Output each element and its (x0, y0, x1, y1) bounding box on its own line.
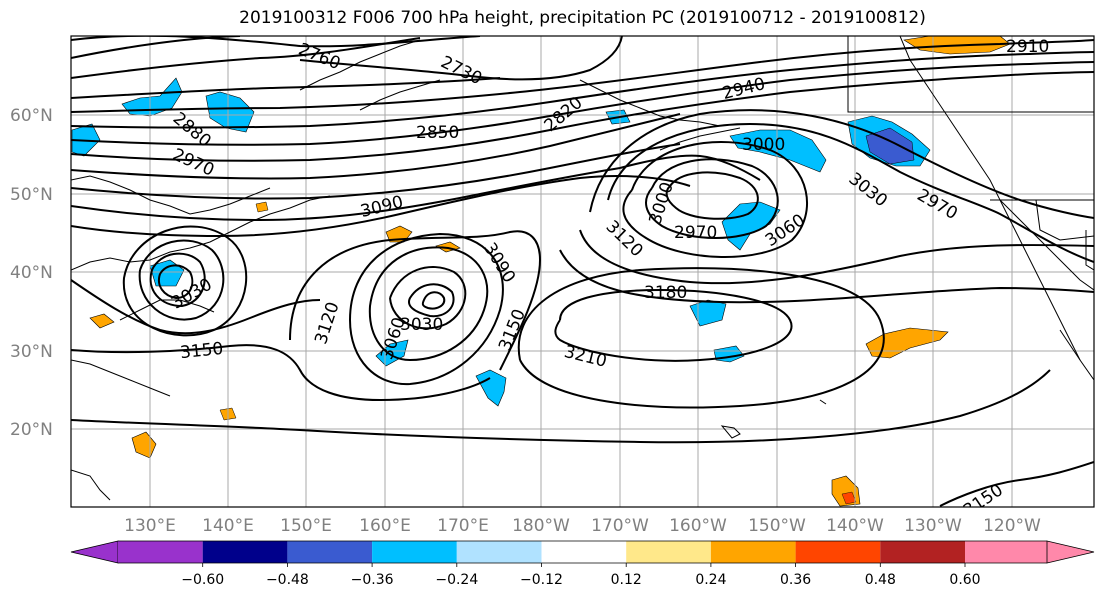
coastlines (71, 36, 1094, 501)
contour-label: 3030 (400, 315, 443, 335)
contour-label: 3180 (644, 283, 687, 303)
colorbar-segment (965, 541, 1047, 563)
colorbar-tick-label: −0.60 (181, 572, 224, 588)
map-title: 2019100312 F006 700 hPa height, precipit… (239, 8, 926, 28)
colorbar-tick-label: 0.36 (780, 572, 811, 588)
colorbar-segment (70, 540, 119, 564)
precip-shading (71, 36, 1011, 507)
contour-label: 2850 (416, 123, 459, 143)
lon-label: 140°E (202, 516, 254, 536)
lon-label: 160°W (669, 516, 727, 536)
colorbar-segment (626, 541, 711, 563)
colorbar-segment (118, 541, 203, 563)
colorbar-tick-label: −0.24 (435, 572, 478, 588)
lon-label: 140°W (826, 516, 884, 536)
lon-label: 150°E (280, 516, 332, 536)
map-border (70, 35, 1095, 508)
lat-label: 20°N (10, 420, 53, 440)
height-contours (71, 36, 1094, 507)
lon-label: 120°W (983, 516, 1041, 536)
contour-label: 2910 (1006, 37, 1049, 57)
colorbar-segment (1046, 540, 1095, 564)
colorbar-tick-label: 0.24 (695, 572, 726, 588)
colorbar-segment (372, 541, 457, 563)
lon-label: 180°W (512, 516, 570, 536)
colorbar-tick-label: −0.48 (266, 572, 309, 588)
colorbar-segment (541, 541, 627, 563)
lon-label: 150°W (748, 516, 806, 536)
graticule (71, 36, 1094, 507)
lat-label: 50°N (10, 185, 53, 205)
colorbar-segment (287, 541, 373, 563)
longitude-labels: 130°E 140°E 150°E 160°E 170°E 180°W 170°… (124, 516, 1041, 536)
colorbar-segment (456, 541, 542, 563)
contour-label: 2970 (674, 223, 717, 243)
colorbar-segment (795, 541, 881, 563)
colorbar-tick-label: 0.60 (949, 572, 980, 588)
contour-label: 3000 (742, 135, 785, 155)
contour-label: 3150 (179, 339, 224, 363)
colorbar: −0.60 −0.48 −0.36 −0.24 −0.12 0.12 0.24 … (70, 540, 1095, 588)
colorbar-tick-label: −0.36 (351, 572, 394, 588)
lon-label: 170°W (591, 516, 649, 536)
colorbar-tick-label: −0.12 (520, 572, 563, 588)
lat-label: 30°N (10, 342, 53, 362)
lat-label: 40°N (10, 263, 53, 283)
colorbar-segment (880, 541, 965, 563)
colorbar-segment (710, 541, 796, 563)
lon-label: 130°W (904, 516, 962, 536)
lat-label: 60°N (10, 106, 53, 126)
colorbar-tick-label: 0.12 (611, 572, 642, 588)
colorbar-tick-label: 0.48 (865, 572, 896, 588)
lon-label: 170°E (437, 516, 489, 536)
lon-label: 160°E (359, 516, 411, 536)
latitude-labels: 60°N 50°N 40°N 30°N 20°N (10, 106, 53, 440)
colorbar-segment (202, 541, 288, 563)
lon-label: 130°E (124, 516, 176, 536)
